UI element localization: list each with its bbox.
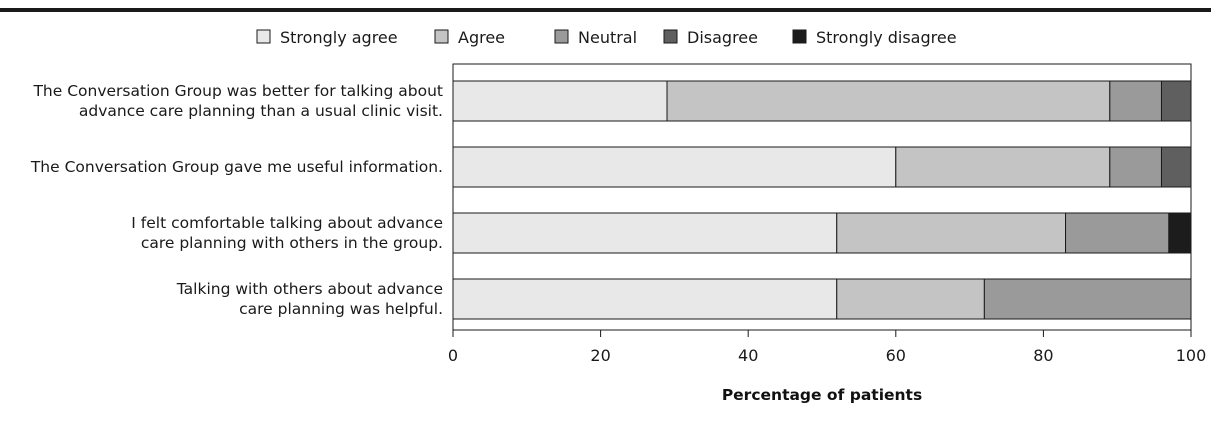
plot-area: The Conversation Group was better for ta… bbox=[30, 63, 1206, 365]
legend-item: Neutral bbox=[554, 28, 637, 47]
x-tick-label: 100 bbox=[1176, 346, 1207, 365]
category-label: The Conversation Group gave me useful in… bbox=[30, 158, 443, 176]
bar-row bbox=[452, 278, 1192, 320]
bar-segment bbox=[666, 80, 1111, 122]
legend-label: Strongly agree bbox=[280, 28, 398, 47]
category-label: The Conversation Group was better for ta… bbox=[32, 82, 443, 120]
x-tick-label: 0 bbox=[448, 346, 458, 365]
x-tick-label: 40 bbox=[738, 346, 758, 365]
legend-label: Strongly disagree bbox=[816, 28, 957, 47]
category-label-line: Talking with others about advance bbox=[176, 280, 443, 298]
legend-item: Agree bbox=[434, 28, 505, 47]
bar-segment bbox=[983, 278, 1192, 320]
category-labels: The Conversation Group was better for ta… bbox=[30, 82, 443, 318]
top-rule bbox=[0, 8, 1211, 12]
category-label-line: The Conversation Group gave me useful in… bbox=[30, 158, 443, 176]
bar-segment bbox=[452, 146, 897, 188]
bar-row bbox=[452, 146, 1192, 188]
category-label: I felt comfortable talking about advance… bbox=[131, 214, 443, 252]
bar-segment bbox=[895, 146, 1111, 188]
bar-segment bbox=[452, 80, 668, 122]
category-label: Talking with others about advance care pl… bbox=[176, 280, 443, 318]
bar-segment bbox=[1160, 146, 1192, 188]
legend-swatch bbox=[434, 29, 449, 44]
legend-item: Disagree bbox=[663, 28, 758, 47]
legend-label: Agree bbox=[458, 28, 505, 47]
x-tick-label: 60 bbox=[886, 346, 906, 365]
x-tick-label: 80 bbox=[1033, 346, 1053, 365]
x-tick-label: 20 bbox=[590, 346, 610, 365]
category-label-line: The Conversation Group was better for ta… bbox=[32, 82, 443, 100]
bars bbox=[452, 80, 1192, 320]
bar-segment bbox=[452, 212, 838, 254]
x-axis-label: Percentage of patients bbox=[722, 386, 922, 404]
bar-segment bbox=[836, 212, 1067, 254]
category-label-line: care planning was helpful. bbox=[239, 300, 443, 318]
bar-segment bbox=[1160, 80, 1192, 122]
x-axis: 0 20 40 60 80 100 bbox=[448, 330, 1206, 365]
category-label-line: advance care planning than a usual clini… bbox=[79, 102, 443, 120]
bar-segment bbox=[836, 278, 985, 320]
plot-frame bbox=[452, 63, 1192, 331]
legend-swatch bbox=[792, 29, 807, 44]
bar-segment bbox=[1109, 146, 1162, 188]
legend-label: Disagree bbox=[687, 28, 758, 47]
bar-segment bbox=[452, 278, 838, 320]
bar-row bbox=[452, 80, 1192, 122]
legend-swatch bbox=[256, 29, 271, 44]
bar-row bbox=[452, 212, 1192, 254]
legend-swatch bbox=[663, 29, 678, 44]
legend-swatch bbox=[554, 29, 569, 44]
legend: Strongly agree Agree Neutral Disagree Strong… bbox=[256, 28, 957, 47]
bar-segment bbox=[1065, 212, 1170, 254]
bar-segment bbox=[1109, 80, 1162, 122]
legend-label: Neutral bbox=[578, 28, 637, 47]
legend-item: Strongly agree bbox=[256, 28, 398, 47]
legend-item: Strongly disagree bbox=[792, 28, 957, 47]
category-label-line: I felt comfortable talking about advance bbox=[131, 214, 443, 232]
bar-segment bbox=[1168, 212, 1192, 254]
category-label-line: care planning with others in the group. bbox=[141, 234, 443, 252]
